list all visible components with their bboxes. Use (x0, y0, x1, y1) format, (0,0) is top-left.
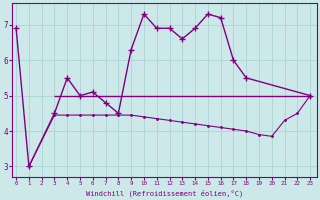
X-axis label: Windchill (Refroidissement éolien,°C): Windchill (Refroidissement éolien,°C) (86, 189, 243, 197)
